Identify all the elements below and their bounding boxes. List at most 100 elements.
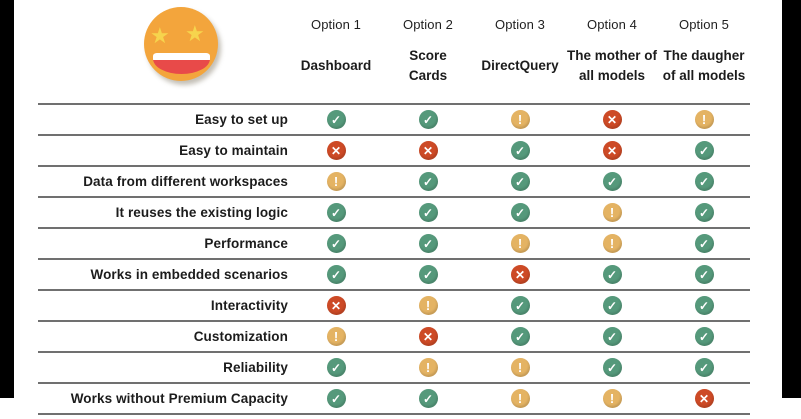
cross-icon: ✕: [418, 327, 438, 346]
warning-icon: !: [418, 296, 438, 315]
table-cell: ✓: [658, 265, 750, 284]
row-label: Performance: [204, 236, 288, 251]
check-icon: ✓: [694, 358, 714, 377]
row-label: Data from different workspaces: [83, 174, 288, 189]
table-cell: !: [566, 389, 658, 408]
row-label: Easy to maintain: [179, 143, 288, 158]
check-icon: ✓: [326, 389, 346, 408]
table-cell: !: [474, 110, 566, 129]
column-name: The mother of all models: [567, 47, 657, 83]
table-cell: ✓: [382, 234, 474, 253]
column-header-1: Option 1 Dashboard: [290, 8, 382, 103]
table-cell: !: [290, 172, 382, 191]
table-cell: !: [474, 358, 566, 377]
check-icon: ✓: [694, 234, 714, 253]
column-header-3: Option 3 DirectQuery: [474, 8, 566, 103]
check-icon: ✓: [602, 327, 622, 346]
table-cell: !: [566, 203, 658, 222]
check-icon: ✓: [694, 265, 714, 284]
table-row: Performance ✓ ✓!! ✓: [38, 227, 750, 258]
table-cell: !: [474, 389, 566, 408]
table-cell: ✓: [474, 327, 566, 346]
table-cell: ✓: [290, 265, 382, 284]
check-icon: ✓: [694, 327, 714, 346]
column-option-label: Option 5: [679, 17, 729, 32]
table-cell: ✓: [566, 265, 658, 284]
table-cell: ✓: [474, 203, 566, 222]
star-eye-icon: ★: [150, 23, 170, 48]
star-eye-icon: ★: [185, 21, 205, 46]
table-cell: ✓: [382, 265, 474, 284]
warning-icon: !: [694, 110, 714, 129]
table-cell: ✓: [566, 296, 658, 315]
table-cell: ✓: [382, 389, 474, 408]
row-label: Customization: [193, 329, 288, 344]
check-icon: ✓: [510, 141, 530, 160]
column-option-label: Option 3: [495, 17, 545, 32]
check-icon: ✓: [326, 110, 346, 129]
emoji-teeth: [153, 53, 210, 60]
table-cell: !: [658, 110, 750, 129]
check-icon: ✓: [602, 265, 622, 284]
emoji-lip: [153, 60, 210, 74]
table-cell: !: [290, 327, 382, 346]
table-row: Works in embedded scenarios ✓ ✓ ✕ ✓ ✓: [38, 258, 750, 289]
table-cell: ✓: [290, 234, 382, 253]
table-header-row: Option 1 Dashboard Option 2 Score Cards Opti…: [38, 8, 750, 103]
row-label: It reuses the existing logic: [115, 205, 288, 220]
table-cell: ✓: [474, 172, 566, 191]
warning-icon: !: [510, 110, 530, 129]
check-icon: ✓: [694, 172, 714, 191]
check-icon: ✓: [602, 358, 622, 377]
table-row: Data from different workspaces! ✓ ✓ ✓ ✓: [38, 165, 750, 196]
cross-icon: ✕: [326, 141, 346, 160]
warning-icon: !: [510, 234, 530, 253]
table-cell: !: [382, 358, 474, 377]
table-cell: ✓: [474, 296, 566, 315]
warning-icon: !: [510, 358, 530, 377]
table-cell: ✓: [290, 110, 382, 129]
cross-icon: ✕: [602, 141, 622, 160]
table-cell: ✓: [290, 389, 382, 408]
row-label: Interactivity: [210, 298, 288, 313]
check-icon: ✓: [694, 203, 714, 222]
column-name: Score Cards: [408, 47, 448, 83]
table-cell: ✓: [290, 203, 382, 222]
table-cell: ✓: [566, 172, 658, 191]
warning-icon: !: [418, 358, 438, 377]
warning-icon: !: [602, 234, 622, 253]
column-name: DirectQuery: [481, 57, 559, 73]
table-cell: ✓: [566, 358, 658, 377]
cross-icon: ✕: [694, 389, 714, 408]
table-cell: ✓: [658, 327, 750, 346]
table-cell: !: [474, 234, 566, 253]
check-icon: ✓: [510, 327, 530, 346]
warning-icon: !: [510, 389, 530, 408]
column-option-label: Option 1: [311, 17, 361, 32]
check-icon: ✓: [418, 265, 438, 284]
left-black-bar: [0, 0, 14, 398]
check-icon: ✓: [418, 110, 438, 129]
table-row: It reuses the existing logic ✓ ✓ ✓! ✓: [38, 196, 750, 227]
table-cell: ✕: [290, 141, 382, 160]
table-cell: !: [382, 296, 474, 315]
table-row: Easy to maintain ✕ ✕ ✓ ✕ ✓: [38, 134, 750, 165]
cross-icon: ✕: [418, 141, 438, 160]
column-option-label: Option 4: [587, 17, 637, 32]
table-cell: !: [566, 234, 658, 253]
column-header-2: Option 2 Score Cards: [382, 8, 474, 103]
check-icon: ✓: [418, 234, 438, 253]
check-icon: ✓: [694, 296, 714, 315]
table-cell: ✓: [566, 327, 658, 346]
table-cell: ✓: [290, 358, 382, 377]
warning-icon: !: [602, 203, 622, 222]
cross-icon: ✕: [602, 110, 622, 129]
table-cell: ✓: [382, 110, 474, 129]
check-icon: ✓: [418, 172, 438, 191]
table-cell: ✓: [474, 141, 566, 160]
warning-icon: !: [326, 327, 346, 346]
check-icon: ✓: [602, 172, 622, 191]
column-header-4: Option 4 The mother of all models: [566, 8, 658, 103]
column-option-label: Option 2: [403, 17, 453, 32]
check-icon: ✓: [326, 265, 346, 284]
